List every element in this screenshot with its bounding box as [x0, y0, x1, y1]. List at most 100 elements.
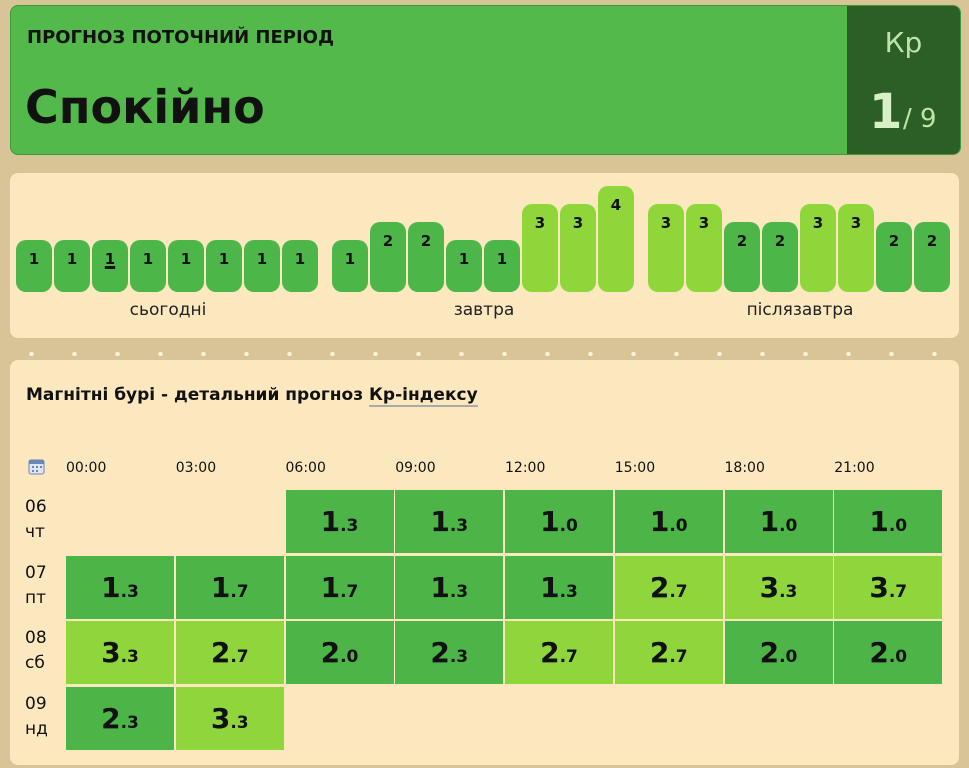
kp-cell: 1.7 — [175, 555, 284, 619]
kp-whole: 2 — [649, 636, 670, 669]
row-label: 09 нд — [25, 692, 48, 742]
status-header: ПРОГНОЗ ПОТОЧНИЙ ПЕРІОД Спокійно Кр 1 / … — [10, 5, 961, 155]
kp-fraction: .3 — [779, 581, 798, 602]
bars-panel: 1 1 1 1 1 1 1 1 сьогодні 1 2 2 1 1 3 3 4 завтра 3 3 2 2 3 3 2 2 пі… — [10, 173, 959, 338]
bar-label: 3 — [850, 214, 862, 232]
kp-bar[interactable]: 1 — [168, 240, 204, 292]
kp-label: Кр — [884, 26, 923, 59]
time-label: 03:00 — [175, 460, 217, 476]
bar-label: 1 — [180, 250, 192, 268]
bar-label: 1 — [294, 250, 306, 268]
time-label: 15:00 — [614, 460, 656, 476]
bar-label: 1 — [218, 250, 230, 268]
separator — [10, 352, 959, 356]
bar-label: 1 — [344, 250, 356, 268]
bar-label: 2 — [736, 232, 748, 250]
kp-whole: 1 — [430, 570, 450, 604]
bar-group: 1 2 2 1 1 3 3 4 — [332, 186, 634, 292]
bar-group: 3 3 2 2 3 3 2 2 — [648, 204, 950, 292]
kp-cell: 2.7 — [505, 621, 613, 684]
kp-whole: 2 — [430, 636, 450, 669]
day-label: післязавтра — [746, 300, 854, 320]
kp-bar[interactable]: 3 — [800, 204, 836, 292]
forecast-table: Магнітні бурі - детальний прогноз Кр-інд… — [10, 360, 959, 765]
kp-cell: 1.7 — [285, 555, 394, 619]
kp-bar[interactable]: 1 — [16, 240, 52, 292]
table-title: Магнітні бурі - детальний прогноз Кр-інд… — [26, 385, 478, 407]
kp-whole: 2 — [649, 570, 670, 604]
kp-cell: 1.0 — [505, 490, 613, 553]
time-label: 21:00 — [834, 460, 875, 476]
kp-whole: 1 — [540, 505, 560, 538]
kp-fraction: .7 — [230, 647, 249, 667]
kp-bar[interactable]: 1 — [54, 240, 90, 292]
kp-fraction: .3 — [559, 581, 578, 602]
kp-bar[interactable]: 2 — [408, 222, 444, 292]
bar-label: 3 — [698, 214, 710, 232]
kp-cell: 2.3 — [395, 621, 504, 684]
row-label: 06 чт — [25, 495, 47, 545]
kp-bar[interactable]: 4 — [598, 186, 634, 292]
kp-fraction: .3 — [449, 581, 469, 602]
kp-bar[interactable]: 1 — [244, 240, 280, 292]
kp-bar[interactable]: 2 — [876, 222, 912, 292]
day-label: сьогодні — [129, 300, 207, 320]
date: 07 — [25, 562, 47, 583]
date: 08 — [25, 628, 47, 648]
kp-whole: 3 — [759, 570, 780, 604]
kp-cell: 2.0 — [834, 621, 943, 684]
kp-box: Кр 1 / 9 — [847, 6, 960, 154]
bar-label: 2 — [420, 232, 432, 250]
kp-whole: 3 — [210, 701, 231, 735]
kp-bar[interactable]: 1 — [446, 240, 482, 292]
kp-cell: 2.7 — [614, 555, 723, 619]
kp-bar[interactable]: 3 — [522, 204, 558, 292]
kp-cell: 1.3 — [395, 555, 504, 619]
bar-label: 1 — [142, 250, 154, 268]
kp-fraction: .7 — [340, 581, 359, 602]
title-link[interactable]: Кр-індексу — [369, 385, 478, 407]
kp-whole: 1 — [320, 505, 341, 538]
kp-whole: 1 — [101, 570, 121, 604]
kp-fraction: .3 — [120, 712, 139, 733]
kp-cell: 1.3 — [285, 490, 394, 553]
kp-bar[interactable]: 3 — [686, 204, 722, 292]
kp-bar[interactable]: 2 — [914, 222, 950, 292]
kp-bar[interactable]: 2 — [370, 222, 406, 292]
kp-max: / 9 — [903, 104, 937, 134]
kp-whole: 1 — [649, 505, 670, 538]
kp-bar[interactable]: 1 — [130, 240, 166, 292]
time-label: 06:00 — [285, 460, 326, 476]
kp-whole: 1 — [540, 570, 560, 604]
kp-bar[interactable]: 2 — [724, 222, 760, 292]
kp-fraction: .0 — [340, 647, 359, 667]
kp-bar[interactable]: 2 — [762, 222, 798, 292]
kp-fraction: .0 — [559, 516, 578, 536]
kp-bar[interactable]: 3 — [838, 204, 874, 292]
kp-bar[interactable]: 1 — [484, 240, 520, 292]
kp-whole: 1 — [759, 505, 780, 538]
kp-bar[interactable]: 1 — [206, 240, 242, 292]
date: 09 — [25, 693, 47, 714]
kp-bar[interactable]: 1 — [282, 240, 318, 292]
kp-bar[interactable]: 1 — [92, 240, 128, 292]
header-label: ПРОГНОЗ ПОТОЧНИЙ ПЕРІОД — [27, 27, 334, 48]
kp-bar[interactable]: 3 — [560, 204, 596, 292]
kp-fraction: .3 — [120, 647, 139, 667]
kp-fraction: .7 — [669, 647, 688, 667]
weekday: сб — [25, 653, 45, 673]
kp-cell: 1.0 — [614, 490, 723, 553]
weekday: чт — [25, 522, 45, 542]
kp-bar[interactable]: 3 — [648, 204, 684, 292]
time-label: 00:00 — [66, 460, 107, 476]
status: Спокійно — [25, 80, 265, 134]
kp-cell: 1.0 — [834, 490, 943, 553]
bar-label: 3 — [534, 214, 546, 232]
bar-label: 1 — [66, 250, 78, 268]
weekday: нд — [25, 718, 48, 739]
kp-whole: 1 — [869, 505, 889, 538]
kp-bar[interactable]: 1 — [332, 240, 368, 292]
kp-cell: 2.3 — [66, 686, 174, 750]
row-label: 08 сб — [25, 626, 47, 676]
